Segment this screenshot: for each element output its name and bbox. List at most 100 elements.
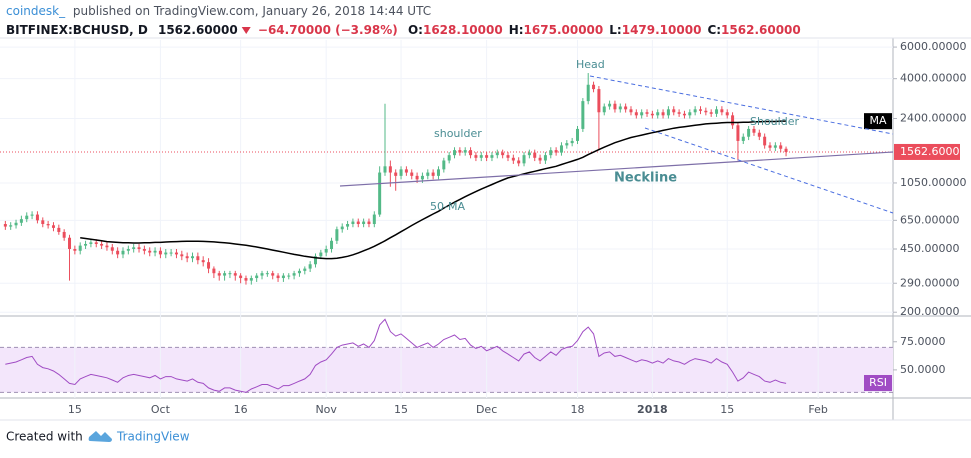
x-tick-label: 15 — [394, 403, 408, 416]
candle-body — [239, 275, 243, 279]
annotation-shoulder-left: shoulder — [434, 127, 482, 140]
candle-body — [89, 242, 93, 244]
candle-body — [185, 256, 189, 259]
candle-body — [196, 256, 200, 261]
candle-body — [592, 84, 596, 90]
candle-body — [297, 270, 301, 274]
candle-body — [527, 152, 531, 156]
candle-body — [640, 112, 644, 116]
field-label: O: — [408, 23, 423, 37]
rsi-tag-box — [864, 375, 892, 391]
candle-body — [773, 145, 777, 148]
candle-body — [469, 150, 473, 156]
candle-body — [672, 109, 676, 113]
candle-body — [597, 89, 601, 113]
x-tick-label: 18 — [571, 403, 585, 416]
x-tick-label: 2018 — [637, 403, 668, 416]
candle-body — [324, 249, 328, 253]
candle-body — [682, 113, 686, 116]
footer-brand[interactable]: TradingView — [116, 430, 190, 444]
candle-body — [105, 245, 109, 248]
candle-body — [228, 273, 232, 275]
candle-body — [415, 175, 419, 180]
candle-body — [41, 220, 45, 225]
y-tick-label: 450.00000 — [900, 242, 960, 255]
y-tick-label: 6000.00000 — [900, 40, 966, 53]
change: −64.70000 (−3.98%) — [258, 23, 398, 37]
rsi-y-tick-label: 50.0000 — [900, 363, 946, 376]
candle-body — [784, 148, 788, 152]
candle-body — [313, 256, 317, 265]
candle-body — [271, 273, 275, 276]
candle-body — [383, 166, 387, 173]
candle-body — [399, 169, 403, 176]
candle-body — [9, 225, 13, 227]
candle-body — [629, 109, 633, 113]
candle-body — [94, 242, 98, 244]
candle-body — [19, 219, 23, 223]
candle-body — [356, 221, 360, 225]
candle-body — [57, 227, 61, 232]
symbol: BITFINEX:BCHUSD, D — [6, 23, 148, 37]
candle-body — [458, 150, 462, 153]
candle-body — [180, 254, 184, 257]
annotation-neckline: Neckline — [614, 171, 677, 186]
footer-created: Created with — [6, 430, 83, 444]
candle-body — [768, 145, 772, 148]
candle-body — [624, 106, 628, 110]
author[interactable]: coindesk_ — [6, 4, 66, 18]
down-arrow-icon — [241, 27, 251, 34]
candle-body — [720, 109, 724, 113]
candle-body — [30, 214, 34, 216]
candle-body — [142, 249, 146, 251]
candle-body — [410, 172, 414, 176]
y-tick-label: 200.00000 — [900, 305, 960, 318]
plot-area — [0, 37, 971, 421]
candle-body — [367, 221, 371, 225]
candle-body — [570, 140, 574, 144]
candle-body — [543, 155, 547, 161]
field-label: C: — [707, 23, 721, 37]
candle-body — [223, 273, 227, 276]
candle-body — [346, 224, 350, 227]
candle-body — [522, 155, 526, 164]
candle-body — [490, 155, 494, 158]
candle-body — [265, 273, 269, 275]
candle-body — [394, 172, 398, 176]
candle-body — [731, 115, 735, 126]
candle-body — [148, 250, 152, 253]
candle-body — [276, 275, 280, 279]
candle-body — [736, 125, 740, 141]
candle-body — [693, 109, 697, 113]
candle-body — [137, 247, 141, 250]
x-tick-label: 15 — [68, 403, 82, 416]
candle-body — [68, 237, 72, 250]
candle-body — [217, 273, 221, 276]
candle-body — [207, 262, 211, 269]
candle-body — [618, 106, 622, 110]
candle-body — [554, 150, 558, 153]
candle-body — [752, 128, 756, 133]
ma-line — [80, 120, 787, 260]
candle-body — [260, 273, 264, 276]
candle-body — [431, 172, 435, 176]
candle-body — [474, 155, 478, 158]
candle-body — [132, 247, 136, 250]
price-label: 1562.60000 — [900, 145, 966, 158]
candle-body — [404, 169, 408, 173]
candle-body — [110, 247, 114, 251]
candle-body — [650, 113, 654, 116]
candle-body — [169, 252, 173, 254]
candle-body — [73, 249, 77, 251]
candle-body — [126, 249, 130, 251]
candle-body — [613, 103, 617, 110]
candle-body — [688, 112, 692, 116]
candle-body — [608, 103, 612, 107]
candle-body — [779, 145, 783, 149]
tradingview-logo[interactable] — [88, 431, 112, 442]
logo-icon[interactable] — [88, 431, 112, 442]
candle-body — [463, 150, 467, 153]
candle-body — [362, 221, 366, 225]
candle-body — [153, 250, 157, 253]
x-tick-label: Oct — [151, 403, 171, 416]
